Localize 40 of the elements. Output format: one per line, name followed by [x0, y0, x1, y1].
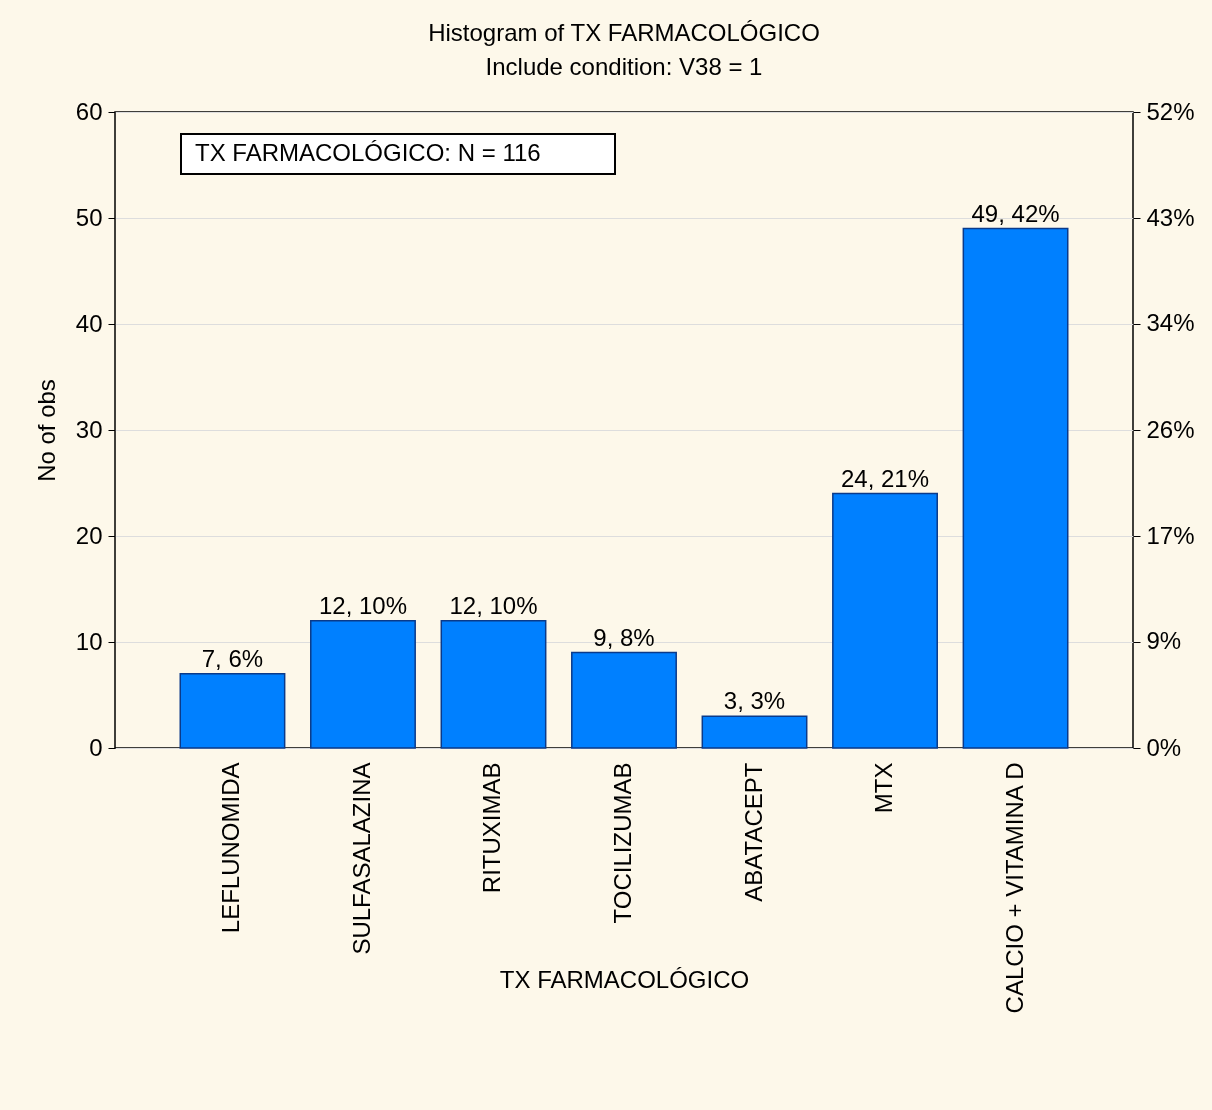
y-tick-label: 60: [75, 97, 103, 125]
y-axis-title: No of obs: [32, 379, 60, 482]
bar: [701, 715, 808, 749]
chart-subtitle: Include condition: V38 = 1: [485, 53, 763, 80]
data-label: 12, 10%: [318, 591, 408, 619]
x-tick-label: LEFLUNOMIDA: [217, 762, 245, 934]
y2-tick-label: 9%: [1146, 627, 1182, 655]
y2-tick-label: 0%: [1146, 733, 1182, 761]
data-label: 24, 21%: [840, 464, 930, 492]
x-tick-label: ABATACEPT: [739, 762, 767, 902]
annotation: TX FARMACOLÓGICO: N = 116: [195, 139, 541, 166]
y2-tick-label: 52%: [1146, 97, 1195, 125]
x-tick-label: TOCILIZUMAB: [609, 762, 636, 924]
y2-tick-label: 43%: [1146, 203, 1195, 231]
data-label: 9, 8%: [593, 623, 655, 651]
bar: [571, 651, 677, 749]
y2-tick-label: 34%: [1146, 309, 1195, 337]
y-tick-label: 30: [75, 415, 103, 443]
data-label: 3, 3%: [723, 687, 786, 715]
bar: [440, 620, 547, 749]
bar: [179, 673, 286, 749]
x-tick-label: MTX: [870, 762, 898, 814]
bar: [832, 492, 938, 749]
data-label: 12, 10%: [449, 591, 538, 619]
chart-title: Histogram of TX FARMACOLÓGICO: [428, 19, 820, 46]
data-label: 49, 42%: [971, 199, 1060, 227]
y-tick-label: 20: [75, 521, 103, 549]
x-tick-label: CALCIO + VITAMINA D: [1000, 762, 1028, 1014]
y-tick-label: 50: [75, 203, 103, 231]
bar: [962, 227, 1069, 749]
y2-tick-label: 17%: [1146, 521, 1195, 549]
bar: [310, 620, 416, 749]
y-tick-label: 40: [75, 309, 103, 337]
data-label: 7, 6%: [201, 644, 264, 672]
y-tick-label: 0: [89, 733, 103, 761]
x-tick-label: RITUXIMAB: [478, 762, 506, 894]
x-axis-title: TX FARMACOLÓGICO: [499, 965, 750, 993]
y2-tick-label: 26%: [1146, 415, 1195, 443]
y-tick-label: 10: [75, 627, 103, 655]
x-tick-label: SULFASALAZINA: [347, 762, 375, 955]
